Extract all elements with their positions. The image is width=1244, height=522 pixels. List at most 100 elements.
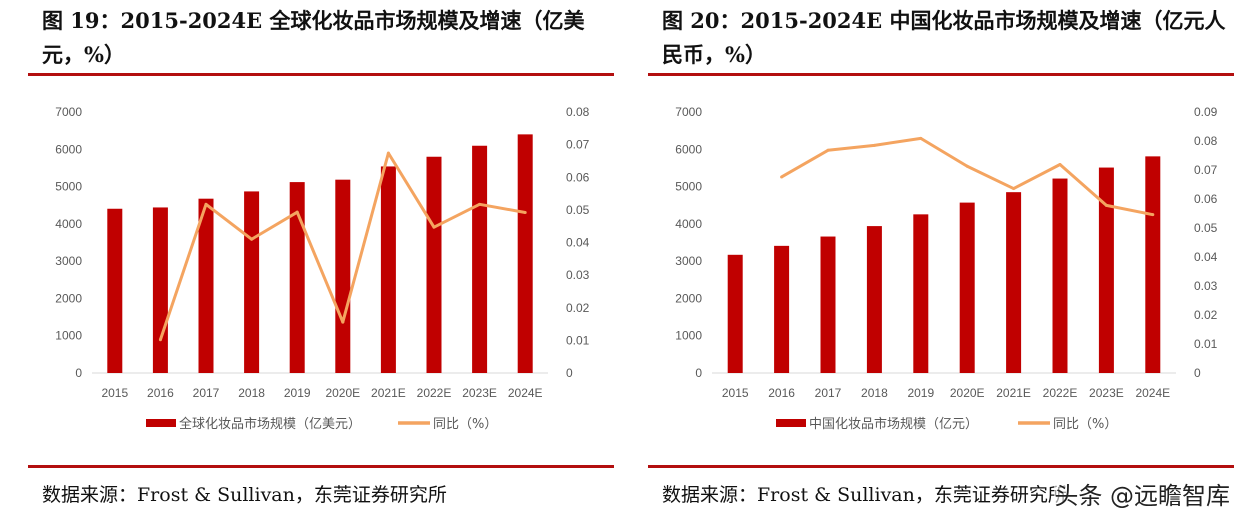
y-tick-label: 4000: [55, 217, 82, 231]
y-tick-label: 1000: [675, 329, 702, 343]
y-tick-label: 1000: [55, 329, 82, 343]
x-tick-label: 2021E: [371, 386, 406, 400]
growth-point: [1058, 162, 1062, 166]
legend-bar-swatch: [776, 419, 806, 427]
growth-point: [432, 225, 436, 229]
y2-tick-label: 0.08: [1194, 134, 1218, 148]
bar: [152, 207, 168, 373]
growth-point: [780, 175, 784, 179]
y-tick-label: 3000: [55, 254, 82, 268]
divider: [28, 465, 614, 468]
bar: [1098, 167, 1114, 373]
x-tick-label: 2022E: [1043, 386, 1078, 400]
x-tick-label: 2016: [147, 386, 174, 400]
source-note: 数据来源：Frost & Sullivan，东莞证券研究所: [42, 484, 447, 506]
x-tick-label: 2015: [101, 386, 128, 400]
y2-tick-label: 0: [1194, 366, 1201, 380]
y-tick-label: 2000: [55, 291, 82, 305]
x-tick-label: 2020E: [950, 386, 985, 400]
y2-tick-label: 0.01: [1194, 337, 1218, 351]
y2-tick-label: 0.09: [1194, 105, 1218, 119]
bar: [1145, 156, 1161, 373]
bar: [774, 245, 790, 373]
y-tick-label: 6000: [55, 142, 82, 156]
x-tick-label: 2020E: [325, 386, 360, 400]
y-tick-label: 5000: [55, 180, 82, 194]
divider: [648, 73, 1234, 76]
y2-tick-label: 0.04: [566, 236, 590, 250]
x-tick-label: 2023E: [462, 386, 497, 400]
y-tick-label: 0: [75, 366, 82, 380]
legend-line-label: 同比（%）: [1053, 417, 1117, 432]
x-tick-label: 2015: [722, 386, 749, 400]
growth-point: [872, 143, 876, 147]
x-tick-label: 2019: [284, 386, 311, 400]
y2-tick-label: 0.02: [1194, 308, 1218, 322]
growth-point: [295, 210, 299, 214]
x-tick-label: 2023E: [1089, 386, 1124, 400]
bar: [820, 236, 836, 373]
growth-point: [826, 148, 830, 152]
growth-point: [1012, 187, 1016, 191]
x-tick-label: 2017: [193, 386, 220, 400]
chart-china-cosmetics: 0 1000 2000 3000 4000 5000 6000 7000 0 0.01 0.02 0.…: [675, 105, 1218, 432]
x-tick-label: 2024E: [1135, 386, 1170, 400]
growth-point: [158, 338, 162, 342]
y2-tick-label: 0.05: [1194, 221, 1218, 235]
y-tick-label: 5000: [675, 180, 702, 194]
chart-global-cosmetics: 0 1000 2000 3000 4000 5000 6000 7000 0 0.01 0.02 0.…: [55, 105, 590, 432]
divider: [28, 73, 614, 76]
y2-tick-label: 0.07: [566, 138, 590, 152]
x-tick-label: 2018: [238, 386, 265, 400]
y-tick-label: 7000: [675, 105, 702, 119]
watermark: 头条 @远瞻智库: [1054, 476, 1230, 511]
growth-point: [523, 210, 527, 214]
x-tick-label: 2019: [907, 386, 934, 400]
bar: [959, 202, 975, 373]
bar: [335, 179, 351, 373]
bar: [289, 182, 305, 373]
bar: [426, 156, 442, 373]
legend-bar-swatch: [146, 419, 176, 427]
y2-tick-label: 0.06: [566, 170, 590, 184]
growth-point: [341, 320, 345, 324]
y-tick-label: 0: [695, 366, 702, 380]
y-tick-label: 3000: [675, 254, 702, 268]
source-note: 数据来源：Frost & Sullivan，东莞证券研究所: [662, 484, 1067, 506]
growth-point: [965, 164, 969, 168]
y-tick-label: 2000: [675, 291, 702, 305]
growth-point: [1151, 213, 1155, 217]
chart-title: 图 20：2015-2024E 中国化妆品市场规模及增速（亿元人民币，%）: [662, 8, 1226, 67]
growth-point: [1104, 203, 1108, 207]
bar: [1052, 178, 1068, 373]
x-tick-label: 2016: [768, 386, 795, 400]
legend-bar-label: 全球化妆品市场规模（亿美元）: [179, 416, 361, 432]
chart-panel-china: 图 20：2015-2024E 中国化妆品市场规模及增速（亿元人民币，%） 0 1…: [648, 0, 1234, 522]
y2-tick-label: 0.06: [1194, 192, 1218, 206]
x-tick-label: 2018: [861, 386, 888, 400]
y2-tick-label: 0.07: [1194, 163, 1218, 177]
x-tick-label: 2021E: [996, 386, 1031, 400]
growth-point: [386, 151, 390, 155]
y-tick-label: 7000: [55, 105, 82, 119]
growth-point: [204, 202, 208, 206]
y2-tick-label: 0: [566, 366, 573, 380]
y2-tick-label: 0.03: [566, 268, 590, 282]
bar: [517, 134, 533, 373]
y2-tick-label: 0.05: [566, 203, 590, 217]
bar: [913, 214, 929, 373]
chart-title: 图 19：2015-2024E 全球化妆品市场规模及增速（亿美元，%）: [42, 8, 585, 67]
growth-point: [250, 237, 254, 241]
growth-point: [919, 136, 923, 140]
bar: [380, 166, 396, 373]
legend-bar-label: 中国化妆品市场规模（亿元）: [809, 416, 978, 432]
y-tick-label: 4000: [675, 217, 702, 231]
y2-tick-label: 0.04: [1194, 250, 1218, 264]
bar: [198, 198, 214, 373]
bar: [472, 145, 488, 373]
growth-point: [478, 202, 482, 206]
y2-tick-label: 0.02: [566, 301, 590, 315]
divider: [648, 465, 1234, 468]
bar: [727, 254, 743, 373]
x-tick-label: 2024E: [508, 386, 543, 400]
